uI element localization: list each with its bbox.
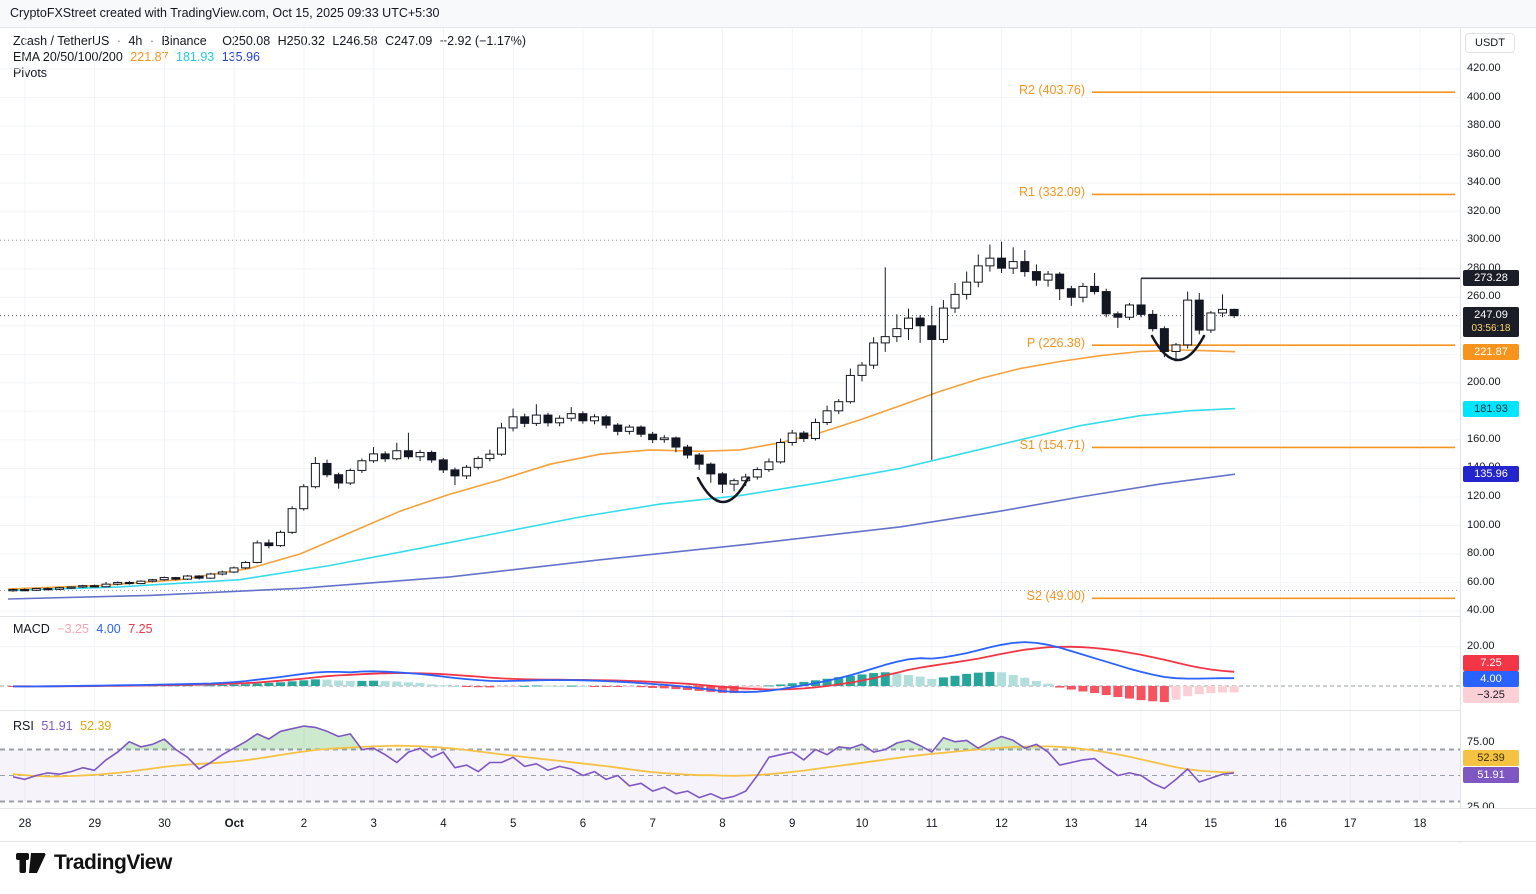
price-tick-100.00: 100.00 — [1467, 518, 1501, 531]
pivot-label-r2[interactable]: R2 (403.76) — [1018, 83, 1085, 98]
time-label-16[interactable]: 16 — [1274, 818, 1287, 830]
axis-badge-last-price: 247.09 03:56:18 — [1463, 306, 1519, 337]
time-label-12[interactable]: 12 — [995, 818, 1008, 830]
panel-separator-macd[interactable] — [0, 616, 1536, 617]
price-tick-360.00: 360.00 — [1467, 147, 1501, 160]
axis-badge-macd-line: 4.00 — [1463, 671, 1519, 687]
rsi-tick-75: 75.00 — [1467, 736, 1495, 748]
exchange-label[interactable]: Binance — [161, 34, 207, 48]
macd-hist-value: −3.25 — [57, 622, 89, 636]
macd-label[interactable]: MACD — [13, 622, 50, 636]
axis-badge-ema20: 221.87 — [1463, 343, 1519, 360]
time-label-6[interactable]: 6 — [579, 818, 587, 830]
axis-badge-macd-hist: −3.25 — [1463, 687, 1519, 703]
macd-legend-row[interactable]: MACD −3.25 4.00 7.25 — [13, 622, 157, 636]
ema20-value: 221.87 — [130, 50, 169, 64]
price-tick-260.00: 260.00 — [1467, 290, 1501, 303]
credit-bar: CryptoFXStreet created with TradingView.… — [0, 0, 1536, 28]
time-label-2[interactable]: 2 — [300, 818, 308, 830]
price-tick-120.00: 120.00 — [1467, 489, 1501, 502]
tradingview-logo-text: TradingView — [54, 851, 172, 874]
axis-badge-rsi-ma: 52.39 — [1463, 750, 1519, 766]
main-legend-row[interactable]: Zcash / TetherUS · 4h · Binance O250.08 … — [13, 34, 530, 48]
price-tick-200.00: 200.00 — [1467, 375, 1501, 388]
time-label-5[interactable]: 5 — [510, 818, 517, 830]
rsi-label[interactable]: RSI — [13, 719, 34, 733]
time-label-29[interactable]: 29 — [88, 818, 102, 830]
symbol-name[interactable]: Zcash / TetherUS — [13, 34, 110, 48]
legend-sep2: · — [149, 34, 155, 48]
rsi-panel[interactable] — [0, 711, 1460, 808]
ohlc-close: C247.09 — [385, 34, 433, 48]
price-axis[interactable]: USDT 420.00 400.00 380.00 360.00 340.00 320.0… — [1460, 28, 1536, 843]
time-label-4[interactable]: 4 — [440, 818, 447, 830]
axis-badge-macd-signal: 7.25 — [1463, 655, 1519, 671]
pivot-label-s1[interactable]: S1 (154.71) — [1019, 438, 1085, 453]
rsi-line-value: 51.91 — [41, 719, 73, 733]
pivot-label-s2[interactable]: S2 (49.00) — [1026, 589, 1085, 604]
time-label-8[interactable]: 8 — [719, 818, 726, 830]
price-tick-40.00: 40.00 — [1467, 604, 1495, 617]
interval-label[interactable]: 4h — [128, 34, 143, 48]
time-label-28[interactable]: 28 — [18, 818, 32, 830]
time-label-30[interactable]: 30 — [158, 818, 171, 830]
price-tick-80.00: 80.00 — [1467, 547, 1495, 560]
tradingview-logo-icon — [16, 853, 46, 873]
price-tick-380.00: 380.00 — [1467, 119, 1501, 132]
pivot-label-r1[interactable]: R1 (332.09) — [1018, 185, 1085, 200]
ohlc-low: L246.58 — [332, 34, 378, 48]
price-tick-160.00: 160.00 — [1467, 432, 1501, 445]
legend-sep: · — [116, 34, 121, 48]
time-label-17[interactable]: 17 — [1343, 818, 1357, 830]
tradingview-logo[interactable]: TradingView — [16, 851, 172, 875]
ema-label[interactable]: EMA 20/50/100/200 — [13, 50, 123, 64]
axis-badge-ema50: 181.93 — [1463, 400, 1519, 417]
ema-legend-row[interactable]: EMA 20/50/100/200 221.87 181.93 135.96 — [13, 50, 264, 64]
pivot-label-p[interactable]: P (226.38) — [1026, 336, 1085, 351]
time-label-15[interactable]: 15 — [1204, 818, 1218, 830]
time-label-14[interactable]: 14 — [1134, 818, 1148, 830]
ohlc-high: H250.32 — [277, 34, 325, 48]
credit-text: CryptoFXStreet created with TradingView.… — [10, 6, 440, 20]
time-label-10[interactable]: 10 — [855, 818, 869, 830]
ema50-value: 181.93 — [176, 50, 215, 64]
macd-signal-value: 7.25 — [128, 622, 153, 636]
panel-separator-rsi[interactable] — [0, 710, 1536, 711]
time-label-Oct[interactable]: Oct — [224, 818, 244, 830]
change-value: −2.92 (−1.17%) — [439, 34, 526, 48]
price-tick-320.00: 320.00 — [1467, 204, 1501, 217]
time-label-11[interactable]: 11 — [925, 818, 938, 830]
time-label-7[interactable]: 7 — [649, 818, 656, 830]
macd-panel[interactable] — [0, 617, 1460, 710]
time-label-9[interactable]: 9 — [789, 818, 796, 830]
ema100-value: 135.96 — [221, 50, 260, 64]
axis-badge-ray-price: 273.28 — [1463, 270, 1519, 287]
axis-badge-ema100: 135.96 — [1463, 466, 1519, 483]
time-label-18[interactable]: 18 — [1413, 818, 1427, 830]
currency-toggle[interactable]: USDT — [1465, 33, 1515, 53]
price-tick-340.00: 340.00 — [1467, 176, 1501, 189]
main-price-chart[interactable] — [0, 28, 1460, 616]
price-tick-400.00: 400.00 — [1467, 90, 1501, 103]
time-label-3[interactable]: 3 — [370, 818, 377, 830]
price-tick-300.00: 300.00 — [1467, 233, 1501, 246]
macd-tick: 20.00 — [1467, 639, 1495, 652]
macd-line-value: 4.00 — [96, 622, 121, 636]
price-tick-420.00: 420.00 — [1467, 62, 1501, 74]
time-label-13[interactable]: 13 — [1064, 818, 1078, 830]
axis-badge-rsi: 51.91 — [1463, 767, 1519, 783]
price-tick-60.00: 60.00 — [1467, 575, 1495, 588]
time-axis[interactable]: 28 29 30 Oct 2 3 4 5 6 7 8 9 10 11 12 13 14 15 16 17 18 — [0, 808, 1536, 842]
rsi-ma-value: 52.39 — [80, 719, 112, 733]
rsi-legend-row[interactable]: RSI 51.91 52.39 — [13, 719, 115, 733]
